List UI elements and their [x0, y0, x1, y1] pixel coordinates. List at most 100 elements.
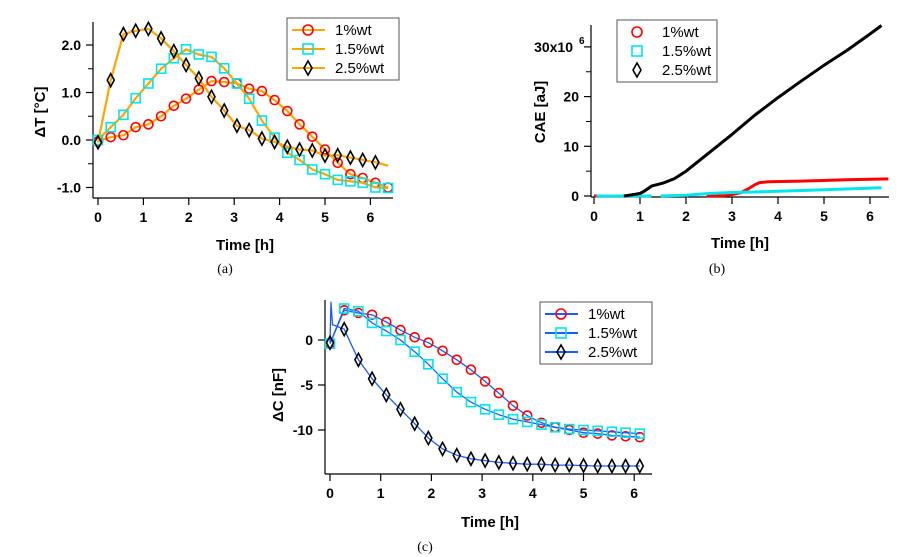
- data-point: [93, 134, 103, 151]
- data-point: [194, 70, 204, 87]
- series-2.5%wt: [325, 301, 645, 475]
- x-tick-label: 1: [636, 208, 644, 224]
- legend-label: 1.5%wt: [662, 43, 712, 60]
- legend: 1%wt 1.5%wt 2.5%wt: [286, 17, 400, 81]
- data-point: [564, 456, 574, 474]
- y-tick-label: -10: [293, 422, 313, 438]
- legend-circle-icon: [631, 26, 643, 38]
- panel-a-xlabel: Time [h]: [216, 237, 274, 254]
- y-tick-label: 2.0: [62, 37, 82, 53]
- data-point: [409, 346, 420, 358]
- legend-label: 1%wt: [662, 24, 700, 41]
- data-point: [579, 457, 588, 474]
- legend: 1%wt 1.5%wt 2.5%wt: [539, 301, 653, 365]
- x-tick-label: 5: [820, 208, 828, 224]
- data-point: [306, 131, 318, 142]
- x-tick-label: 2: [185, 209, 193, 225]
- legend-item: 1.5%wt: [631, 43, 712, 60]
- data-point: [118, 109, 129, 121]
- series-line: [660, 186, 882, 198]
- data-point: [395, 334, 406, 346]
- legend-item: 1.5%wt: [545, 325, 638, 342]
- data-point: [409, 331, 420, 343]
- data-point: [438, 440, 447, 458]
- data-point: [345, 168, 356, 180]
- legend-label: 2.5%wt: [588, 344, 638, 361]
- data-point: [332, 174, 344, 186]
- data-point: [451, 386, 463, 398]
- series-line: [96, 27, 389, 167]
- data-point: [339, 321, 349, 338]
- x-tick-label: 4: [529, 485, 537, 501]
- panel-b-plot: 0 1 2 3 4 5 6 0 10 20 30x10 6 1%wt 1.5%wt 2.5%wt: [534, 19, 889, 224]
- data-point: [508, 455, 518, 472]
- data-point: [620, 427, 631, 439]
- data-point: [466, 450, 476, 467]
- data-point: [206, 75, 217, 87]
- data-point: [357, 177, 368, 189]
- data-point: [465, 364, 477, 376]
- data-point: [193, 49, 205, 60]
- legend-square-icon: [631, 45, 643, 57]
- x-tick-label: 0: [590, 208, 598, 224]
- data-point: [307, 142, 317, 159]
- data-point: [366, 317, 378, 329]
- data-point: [370, 182, 381, 193]
- data-point: [346, 149, 355, 166]
- legend-circle-icon: [555, 308, 567, 320]
- panel-a: 0 1 2 3 4 5 6 -1.0 0.0 1.0 2.0 1%wt 1.5%wt 2.5%wt Tim…: [32, 17, 400, 277]
- data-point: [105, 131, 117, 143]
- data-point: [130, 121, 141, 133]
- data-point: [521, 416, 533, 428]
- data-point: [168, 52, 180, 64]
- data-point: [366, 309, 378, 321]
- data-point: [257, 130, 267, 147]
- data-point: [370, 154, 380, 171]
- y-tick-label: 1.0: [62, 85, 82, 101]
- y-tick-label: -5: [301, 377, 314, 393]
- data-point: [119, 25, 128, 43]
- data-point: [338, 303, 350, 314]
- data-point: [180, 93, 192, 104]
- data-point: [410, 415, 420, 432]
- legend-diamond-icon: [632, 61, 642, 79]
- x-tick-label: 2: [682, 208, 690, 224]
- data-point: [452, 447, 462, 464]
- x-tick-label: 6: [866, 208, 874, 224]
- x-tick-label: 4: [774, 208, 782, 224]
- data-point: [550, 456, 560, 474]
- x-tick-label: 5: [321, 209, 329, 225]
- data-point: [243, 93, 255, 104]
- y-tick-label: 20: [563, 89, 579, 105]
- legend-label: 1.5%wt: [588, 325, 638, 342]
- data-point: [256, 85, 268, 97]
- data-point: [537, 456, 546, 473]
- data-point: [549, 421, 561, 433]
- legend-item: 1%wt: [631, 24, 700, 41]
- y-tick-label: 0.0: [62, 132, 82, 148]
- series-1.5%wt: [324, 303, 646, 439]
- data-point: [437, 373, 448, 385]
- y-tick-label: 0: [571, 188, 579, 204]
- data-point: [319, 144, 331, 155]
- series-1.5%wt: [92, 43, 394, 194]
- series-2.5%wt: [93, 20, 389, 171]
- series-line: [97, 48, 389, 190]
- series-line: [623, 24, 883, 198]
- data-point: [494, 454, 504, 471]
- panel-b-ylabel: CAE [aJ]: [532, 81, 549, 144]
- data-point: [105, 121, 117, 133]
- data-point: [143, 78, 154, 89]
- data-point: [367, 370, 377, 387]
- data-point: [168, 100, 180, 112]
- data-point: [231, 78, 243, 89]
- panel-c: 0 1 2 3 4 5 6 -10 -5 0 1%wt 1.5%wt 2.5%wt Time [h] Δ…: [270, 300, 653, 555]
- legend-square-icon: [302, 43, 314, 55]
- data-point: [593, 457, 603, 475]
- data-point: [219, 102, 229, 119]
- data-point: [282, 147, 293, 159]
- data-point: [143, 119, 154, 130]
- data-point: [353, 351, 363, 368]
- panel-c-caption: (c): [417, 540, 433, 555]
- data-point: [564, 423, 575, 435]
